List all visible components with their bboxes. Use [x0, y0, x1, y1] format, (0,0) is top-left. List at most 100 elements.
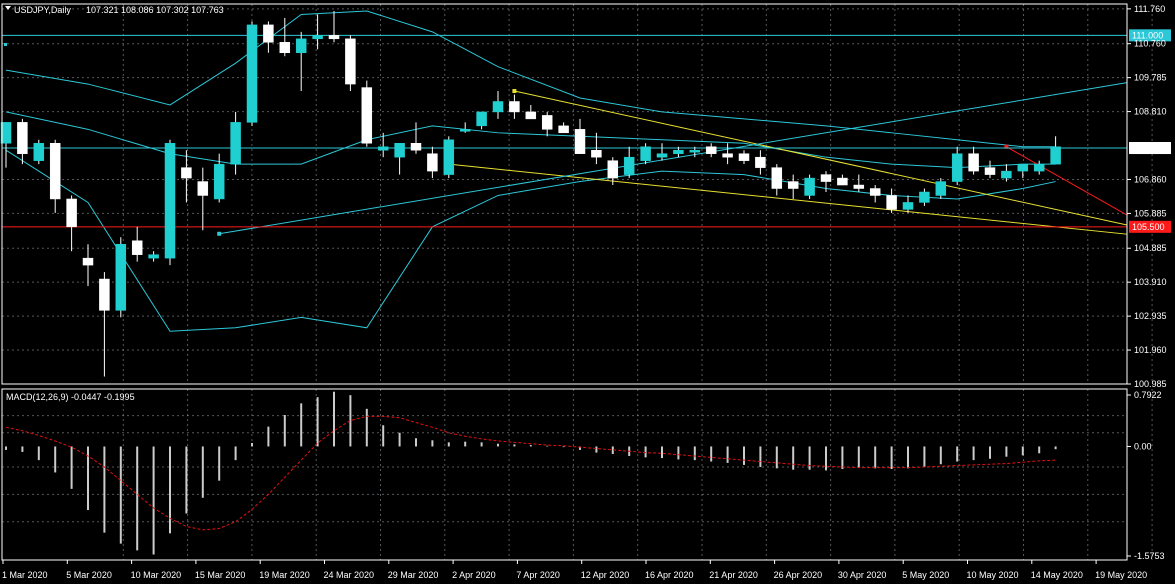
candle-bear [49, 143, 61, 200]
candle-bear [361, 87, 373, 144]
candle-bull [919, 191, 930, 203]
symbol-dropdown-icon[interactable] [5, 6, 11, 10]
trendline[interactable] [219, 82, 1128, 235]
time-axis: 1 Mar 2020 5 Mar 2020 10 Mar 2020 15 Mar 20… [2, 560, 1147, 580]
candle-bear [755, 156, 766, 168]
price-tick-label: 111.760 [1134, 4, 1165, 14]
candle-bear [66, 198, 77, 228]
grid [2, 4, 1153, 560]
time-tick-label: 26 Apr 2020 [774, 570, 823, 580]
price-tick-label: 110.760 [1134, 39, 1166, 49]
candle-bear [820, 174, 832, 182]
price-tick-label: 102.935 [1134, 311, 1167, 321]
candle-bear [279, 42, 291, 53]
price-tick-label: 109.785 [1134, 73, 1167, 83]
candle-bear [738, 153, 750, 161]
candle-bull [623, 156, 635, 175]
candle-bear [574, 129, 586, 154]
candle-bull [476, 111, 487, 127]
macd-signal-line [5, 415, 1056, 531]
candle-bull [673, 149, 684, 154]
time-tick-label: 24 Mar 2020 [324, 570, 375, 580]
last-price-label: 107.763 [1132, 143, 1165, 153]
trendline-anchor[interactable] [1004, 144, 1009, 149]
trendlines [217, 82, 1128, 236]
price-tick-label: 106.860 [1134, 174, 1167, 184]
symbol-label: USDJPY,Daily [14, 5, 71, 15]
price-tick-label: 104.885 [1134, 243, 1167, 253]
candle-bear [541, 115, 553, 130]
trendline[interactable] [514, 90, 1128, 226]
macd-tick-label: 0.00 [1134, 441, 1152, 451]
macd-tick-label: 0.7922 [1134, 390, 1162, 400]
time-tick-label: 2 Apr 2020 [452, 570, 496, 580]
price-tick-label: 103.910 [1134, 277, 1167, 287]
candle-bull [492, 101, 504, 113]
level-price-label: 111.000 [1132, 30, 1163, 40]
candle-bull [33, 143, 45, 161]
candle-bear [328, 35, 340, 40]
time-tick-label: 19 Mar 2020 [259, 570, 310, 580]
candle-bear [181, 167, 192, 179]
time-tick-label: 16 Apr 2020 [645, 570, 694, 580]
candle-bear [771, 167, 783, 189]
candle-bear [722, 153, 733, 158]
price-tick-label: 105.885 [1134, 208, 1167, 218]
price-panel-frame [1, 3, 1128, 385]
candle-bull [804, 177, 815, 196]
time-tick-label: 5 Mar 2020 [66, 570, 112, 580]
candle-bear [968, 153, 979, 172]
candle-bear [427, 153, 438, 172]
candle-bull [246, 24, 258, 123]
candle-bear [787, 181, 799, 189]
candle-bear [197, 181, 209, 196]
last-price-tag [1129, 142, 1171, 155]
candle-bull [164, 143, 176, 259]
candle-bull [0, 122, 12, 144]
candle-bull [951, 153, 963, 182]
time-tick-label: 5 May 2020 [902, 570, 949, 580]
candle-bull [656, 153, 668, 158]
candle-bear [263, 24, 274, 43]
candle-bull [1017, 163, 1029, 172]
trendline-anchor[interactable] [217, 231, 222, 236]
level-anchor[interactable] [4, 43, 7, 46]
time-tick-label: 29 Mar 2020 [388, 570, 439, 580]
candle-bear [705, 146, 717, 154]
candle-bear [82, 257, 94, 266]
candle-bear [853, 184, 865, 189]
candle-bear [525, 111, 537, 120]
candle-bear [99, 278, 110, 311]
trendline-anchor[interactable] [512, 89, 517, 94]
price-axis: 111.760 110.760 109.785 108.810 106.860 105.8… [1127, 4, 1167, 561]
trendline[interactable] [448, 163, 1128, 235]
candle-bear [410, 143, 422, 151]
time-tick-label: 10 May 2020 [967, 570, 1019, 580]
candle-bear [984, 167, 996, 175]
trendline[interactable] [1006, 146, 1128, 216]
time-tick-label: 30 Apr 2020 [838, 570, 887, 580]
bollinger-middle [5, 111, 1056, 169]
time-tick-label: 21 Apr 2020 [709, 570, 758, 580]
level-price-tag [1129, 29, 1171, 42]
candle-bear [591, 149, 602, 158]
candle-bear [17, 122, 28, 154]
macd-label: MACD(12,26,9) -0.0447 -0.1995 [6, 392, 135, 402]
candle-bear [837, 177, 848, 186]
candle-bull [394, 143, 405, 158]
level-price-tag [1129, 220, 1171, 233]
time-tick-label: 19 May 2020 [1095, 570, 1147, 580]
candle-bear [131, 240, 143, 255]
candle-bull [295, 38, 307, 53]
candle-bull [230, 122, 241, 165]
time-tick-label: 14 May 2020 [1031, 570, 1083, 580]
ohlc-readout: 107.321 108.086 107.302 107.763 [86, 5, 224, 15]
panel-frames [1, 3, 1128, 561]
level-price-label: 105.500 [1132, 222, 1165, 232]
candle-bull [312, 35, 323, 40]
candle-bull [459, 129, 471, 132]
macd-tick-label: -1.5753 [1134, 551, 1165, 561]
